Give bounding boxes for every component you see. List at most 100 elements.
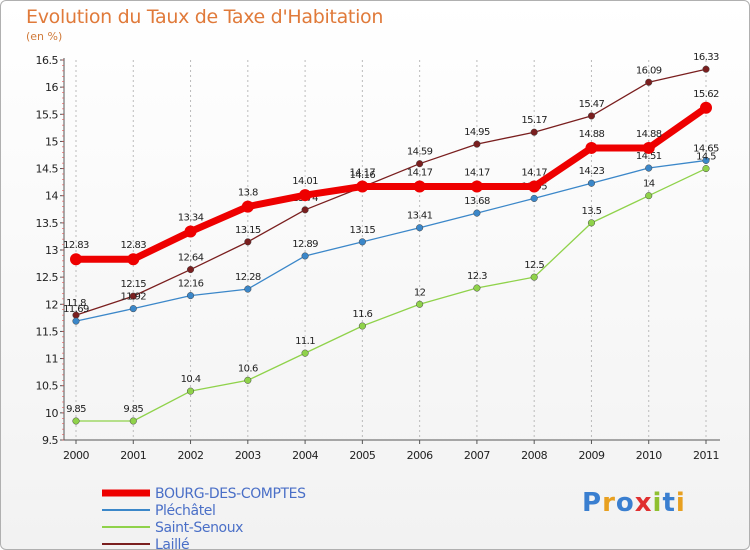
chart-subtitle: (en %) [26, 30, 63, 43]
data-point [702, 156, 710, 164]
data-label: 14.17 [350, 167, 376, 178]
data-label: 14.88 [636, 129, 662, 140]
y-tick-label: 10.5 [36, 380, 59, 393]
data-point [244, 285, 252, 293]
data-label: 13.34 [178, 213, 204, 224]
series-line [76, 104, 709, 263]
data-point [244, 376, 252, 384]
data-point [129, 292, 137, 300]
data-point [129, 305, 137, 313]
data-label: 14.17 [521, 167, 547, 178]
data-point [530, 194, 538, 202]
data-point [587, 112, 596, 120]
data-point [642, 141, 655, 154]
x-tick-label: 2007 [464, 449, 490, 462]
data-point [356, 180, 369, 193]
x-tick-label: 2005 [349, 449, 375, 462]
data-label: 13.8 [238, 188, 258, 199]
series-line [76, 167, 707, 422]
data-label: 16.33 [693, 52, 719, 63]
x-tick-label: 2004 [292, 449, 318, 462]
data-label: 12.89 [292, 239, 318, 250]
data-point [530, 128, 538, 136]
data-point [301, 252, 309, 260]
y-tick-label: 16.5 [36, 54, 59, 67]
data-label: 10.4 [181, 374, 201, 385]
data-point [645, 164, 653, 172]
x-tick-label: 2003 [235, 449, 261, 462]
data-point [244, 238, 252, 246]
data-point [416, 300, 424, 308]
data-label: 10.6 [238, 363, 258, 374]
data-label: 14.59 [407, 147, 433, 158]
data-label: 11.6 [352, 309, 372, 320]
y-tick-label: 10 [45, 407, 58, 420]
data-label: 12.83 [63, 240, 89, 251]
data-label: 14.51 [636, 151, 662, 162]
data-label: 14.16 [350, 170, 376, 181]
series-line [75, 159, 707, 322]
y-tick-label: 13 [45, 244, 58, 257]
data-point [530, 273, 538, 281]
data-label: 13.5 [582, 206, 602, 217]
data-point [470, 180, 483, 193]
data-label: 12.15 [120, 279, 146, 290]
data-point [473, 209, 481, 217]
data-point [473, 284, 481, 292]
data-label: 9.85 [123, 404, 143, 415]
y-tick-label: 15.5 [36, 108, 59, 121]
y-tick-label: 16 [45, 81, 58, 94]
data-label: 12.28 [235, 272, 261, 283]
data-point [700, 101, 712, 114]
data-point [70, 253, 82, 266]
data-point [241, 200, 254, 213]
legend-label: Laillé [155, 537, 189, 550]
data-point [587, 219, 596, 227]
data-point [585, 141, 598, 154]
legend-label: Saint-Senoux [155, 520, 243, 536]
data-point [702, 165, 710, 173]
data-point [186, 265, 195, 274]
data-label: 12.5 [524, 260, 544, 271]
data-label: 12 [414, 287, 426, 298]
y-tick-label: 15 [45, 135, 58, 148]
data-point [587, 179, 596, 187]
data-label: 14 [643, 179, 655, 190]
data-label: 15.17 [521, 115, 547, 126]
data-point [358, 238, 366, 246]
data-label: 14.88 [579, 129, 605, 140]
data-point [301, 206, 309, 214]
legend-label: Pléchâtel [155, 503, 216, 519]
data-point [127, 253, 140, 266]
data-label: 12.83 [120, 240, 146, 251]
data-label: 14.23 [579, 166, 605, 177]
data-label: 12.3 [467, 271, 487, 282]
data-point [416, 224, 424, 232]
data-label: 12.16 [178, 279, 204, 290]
x-tick-label: 2000 [63, 449, 89, 462]
data-label: 13.15 [235, 225, 261, 236]
data-label: 13.15 [350, 225, 376, 236]
y-tick-label: 12 [45, 298, 58, 311]
data-point [528, 180, 541, 193]
proxiti-logo: Proxiti [582, 488, 686, 518]
data-point [645, 78, 653, 86]
x-tick-label: 2011 [693, 449, 719, 462]
chart-title: Evolution du Taux de Taxe d'Habitation [26, 6, 384, 28]
data-point [184, 225, 197, 238]
y-tick-label: 11 [45, 353, 58, 366]
series-line [75, 68, 707, 316]
data-label: 13.41 [407, 211, 433, 222]
x-tick-label: 2001 [120, 449, 146, 462]
data-label: 15.47 [579, 99, 605, 110]
y-tick-label: 14 [45, 190, 58, 203]
data-point [473, 140, 481, 148]
x-tick-label: 2002 [178, 449, 204, 462]
data-point [413, 180, 426, 193]
x-tick-label: 2008 [521, 449, 547, 462]
data-label: 11.8 [66, 298, 86, 309]
data-label: 11.69 [63, 304, 89, 315]
data-point [702, 65, 710, 73]
